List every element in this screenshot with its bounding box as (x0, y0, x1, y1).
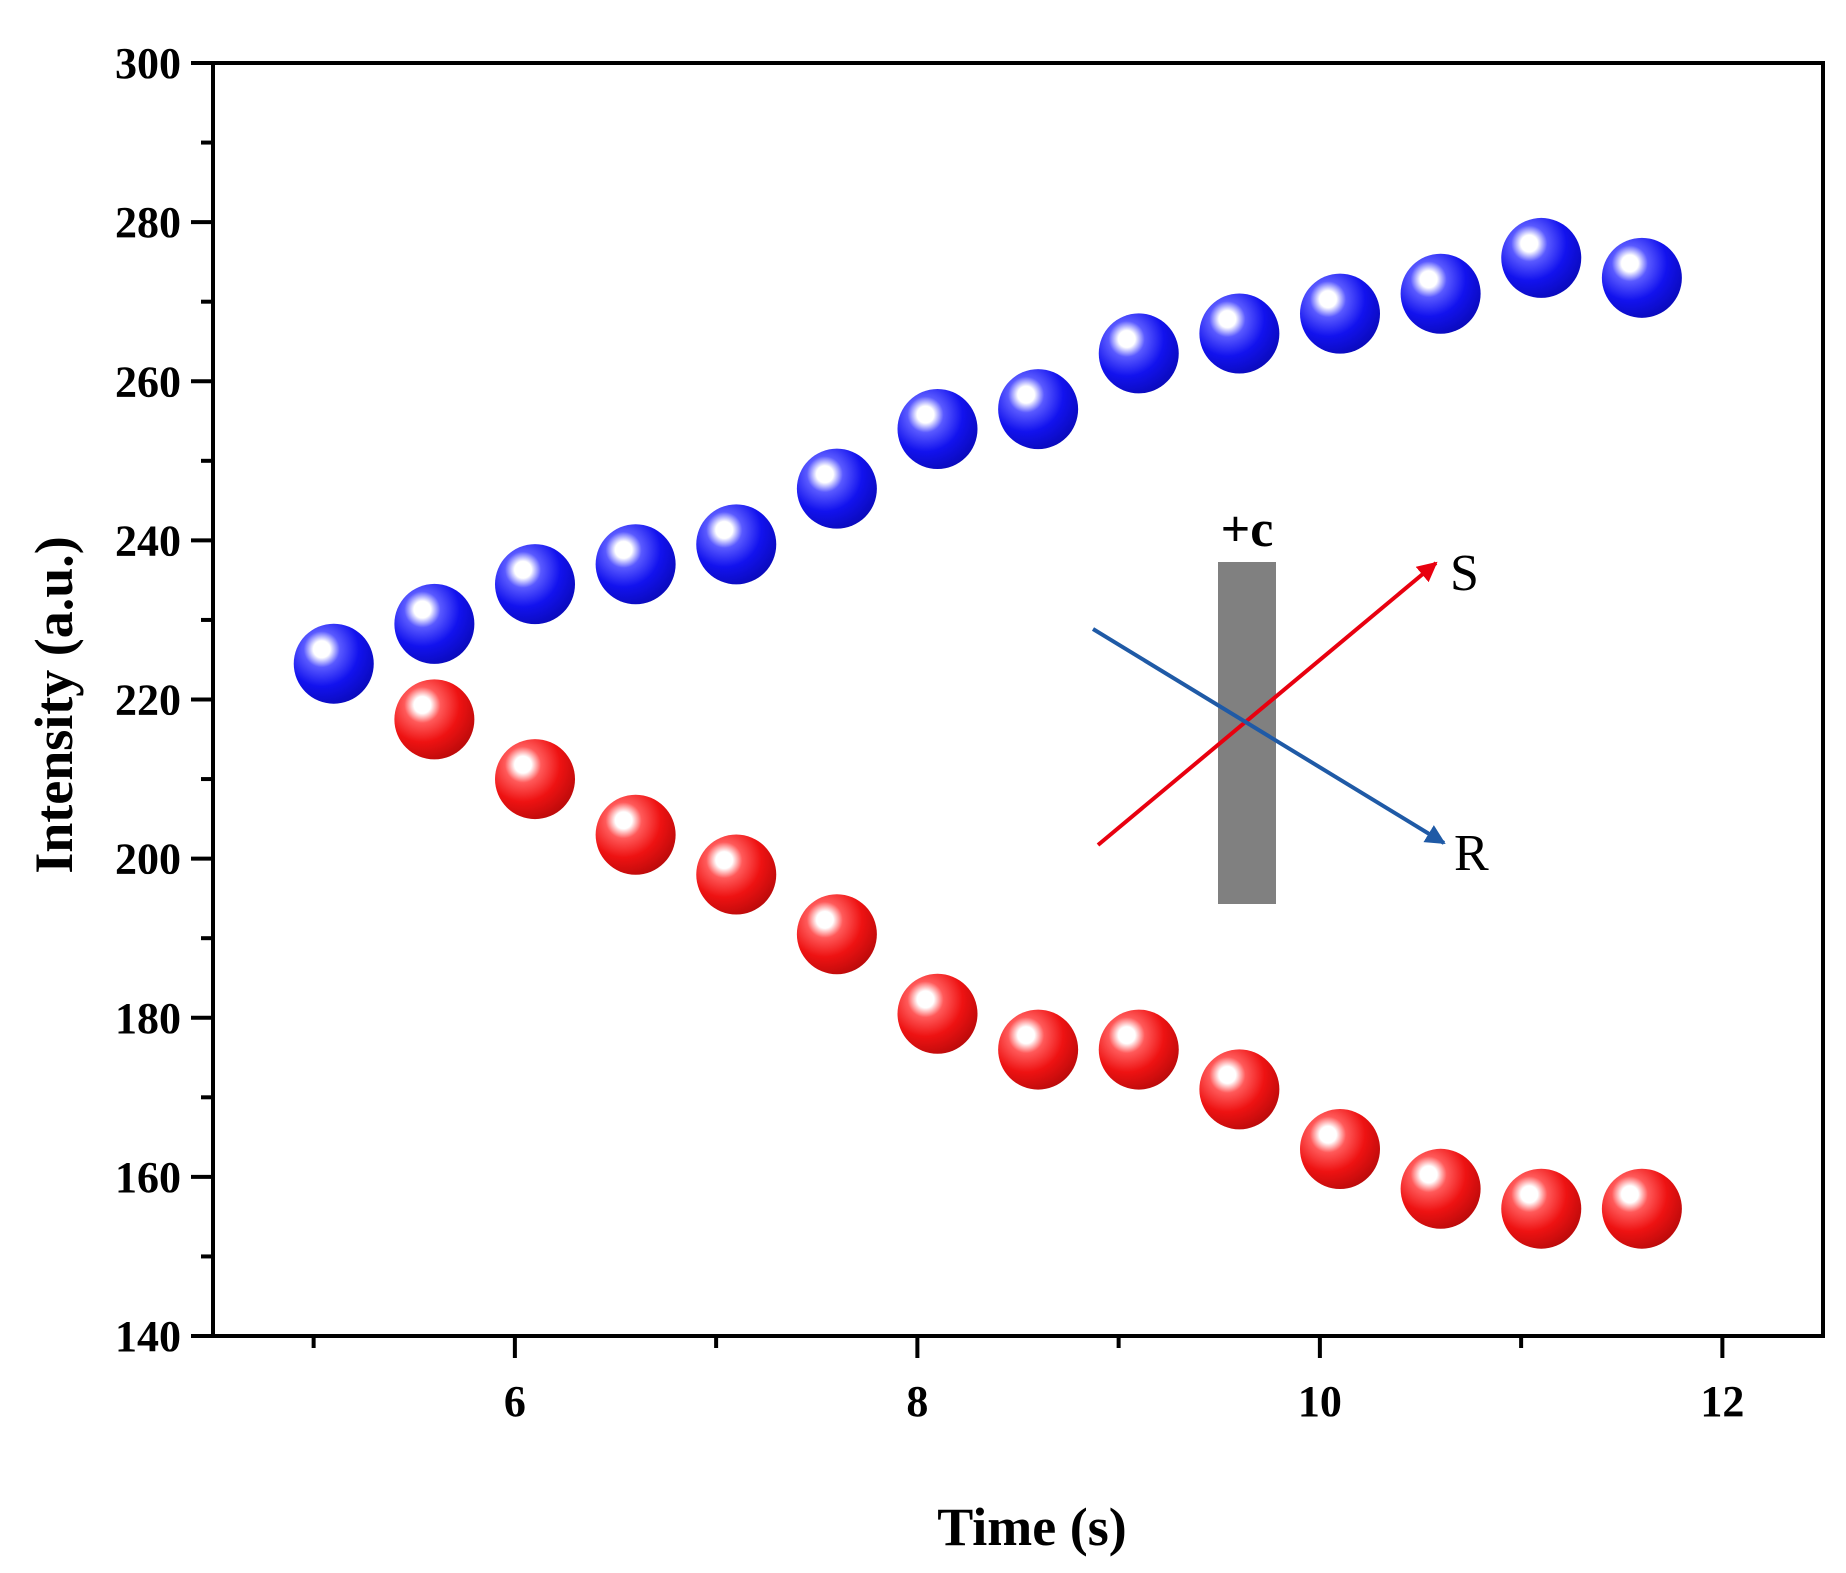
y-axis-title: Intensity (a.u.) (24, 536, 84, 874)
red-data-point (1300, 1109, 1380, 1190)
blue-data-point (1199, 293, 1280, 374)
red-data-point (1400, 1148, 1481, 1229)
y-tick-label: 280 (115, 198, 181, 247)
blue-data-point (293, 623, 374, 704)
y-tick-label: 260 (115, 357, 181, 406)
arrow-s (1096, 561, 1438, 847)
blue-data-point (796, 448, 877, 529)
label-r: R (1454, 825, 1489, 882)
data-points (293, 217, 1682, 1249)
blue-data-point (1300, 273, 1380, 354)
y-tick-label: 140 (115, 1312, 181, 1361)
red-data-point (495, 739, 575, 820)
y-tick-label: 240 (115, 516, 181, 565)
blue-data-point (897, 388, 978, 469)
red-data-point (796, 894, 877, 975)
x-tick-label: 8 (906, 1377, 928, 1426)
y-tick-label: 180 (115, 994, 181, 1043)
blue-data-point (595, 524, 676, 605)
red-data-point (394, 679, 475, 760)
red-data-point (998, 1009, 1079, 1090)
blue-data-point (696, 504, 777, 585)
red-data-point (696, 834, 777, 915)
label-s: S (1450, 545, 1479, 602)
red-data-point (897, 973, 978, 1054)
x-axis-title: Time (s) (937, 1497, 1126, 1557)
red-data-point (1601, 1168, 1682, 1249)
blue-data-point (998, 369, 1079, 450)
y-tick-label: 220 (115, 676, 181, 725)
blue-data-point (394, 583, 475, 664)
blue-data-point (1601, 237, 1682, 318)
y-tick-label: 160 (115, 1153, 181, 1202)
arrow-r (1091, 627, 1446, 845)
polarity-label: +c (1221, 501, 1274, 558)
blue-data-point (1400, 253, 1481, 334)
blue-data-point (495, 544, 575, 625)
x-tick-label: 10 (1298, 1377, 1342, 1426)
inset-schematic: +c S R (1091, 501, 1489, 904)
red-data-point (1501, 1168, 1582, 1249)
red-data-point (595, 794, 676, 875)
red-data-point (1199, 1049, 1280, 1130)
y-tick-labels: 140 160 180 200 220 240 260 280 300 (115, 39, 181, 1361)
x-tick-label: 6 (504, 1377, 526, 1426)
y-tick-label: 200 (115, 835, 181, 884)
blue-data-point (1501, 217, 1582, 298)
x-tick-label: 12 (1700, 1377, 1744, 1426)
blue-data-point (1098, 313, 1179, 394)
plot-frame (211, 61, 1825, 1338)
x-tick-labels: 6 8 10 12 (504, 1377, 1745, 1426)
red-data-point (1098, 1009, 1179, 1090)
y-tick-label: 300 (115, 39, 181, 88)
